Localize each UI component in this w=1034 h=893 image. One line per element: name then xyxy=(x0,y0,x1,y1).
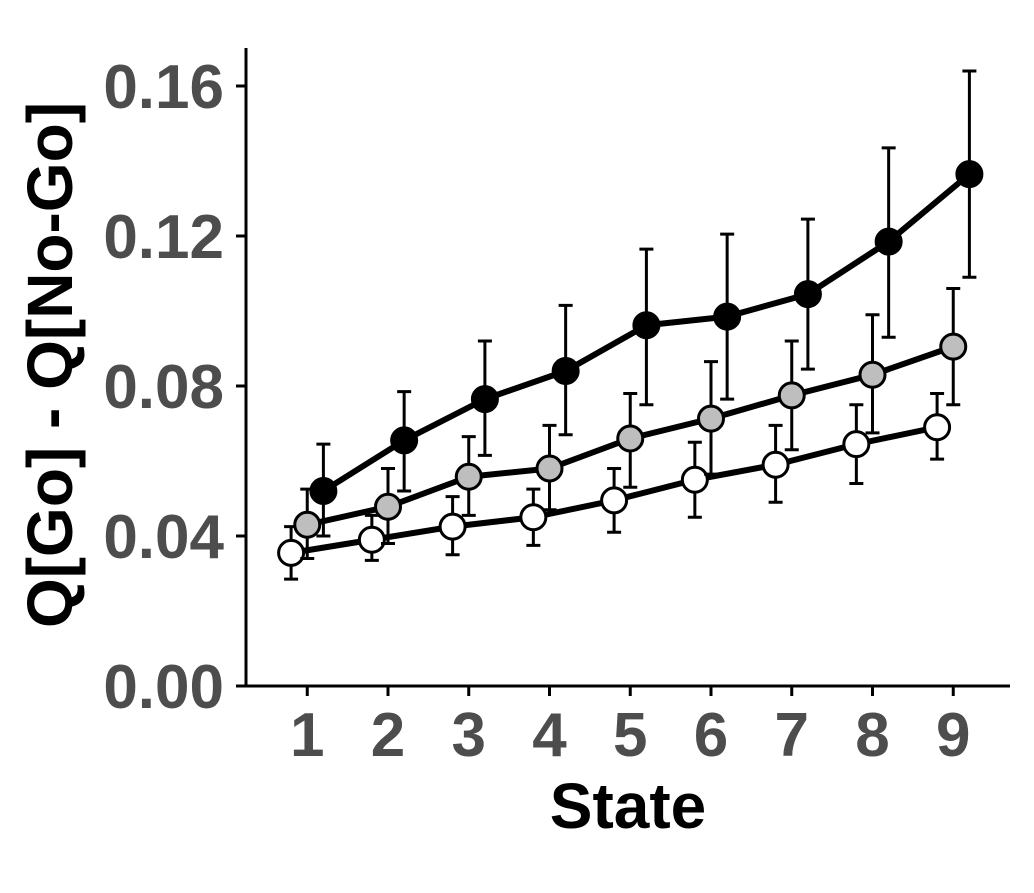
data-point xyxy=(535,454,564,483)
x-tick-label: 2 xyxy=(371,701,405,770)
data-point xyxy=(858,360,887,389)
y-tick-label: 0.00 xyxy=(103,653,224,722)
series-layer xyxy=(277,69,984,581)
data-point xyxy=(519,503,548,532)
y-tick-label: 0.08 xyxy=(103,353,224,422)
data-point xyxy=(842,430,871,459)
data-point xyxy=(374,492,402,521)
x-tick-label: 7 xyxy=(775,701,809,770)
y-tick-label: 0.04 xyxy=(103,503,224,572)
series-2 xyxy=(293,287,968,560)
data-point xyxy=(277,538,306,567)
y-axis-ticks: 0.00 0.04 0.08 0.12 0.16 xyxy=(103,53,246,722)
y-axis-title: Q[Go] - Q[No-Go] xyxy=(14,102,86,628)
y-tick-label: 0.12 xyxy=(103,203,224,272)
x-tick-label: 5 xyxy=(613,701,647,770)
data-point xyxy=(438,512,467,541)
data-point xyxy=(357,525,386,554)
x-tick-label: 3 xyxy=(452,701,486,770)
x-tick-label: 6 xyxy=(694,701,728,770)
data-point xyxy=(793,280,822,309)
y-tick-label: 0.16 xyxy=(103,53,224,122)
x-tick-label: 4 xyxy=(532,701,567,770)
data-point xyxy=(632,311,661,340)
data-point xyxy=(680,465,709,494)
data-point xyxy=(713,302,742,331)
series-1 xyxy=(277,392,952,581)
x-axis-title: State xyxy=(550,770,707,842)
x-tick-label: 9 xyxy=(936,701,970,770)
data-point xyxy=(600,486,629,515)
data-point xyxy=(874,227,903,256)
data-point xyxy=(470,385,499,414)
data-point xyxy=(309,477,338,505)
data-point xyxy=(390,426,419,455)
data-point xyxy=(616,424,645,453)
data-point xyxy=(777,381,806,410)
x-tick-label: 1 xyxy=(290,701,324,770)
x-tick-label: 8 xyxy=(855,701,889,770)
data-point xyxy=(923,413,952,442)
data-point xyxy=(697,404,725,433)
data-point xyxy=(761,450,790,479)
data-point xyxy=(955,160,984,189)
data-point xyxy=(551,357,580,385)
series-3 xyxy=(309,69,984,538)
data-point xyxy=(939,332,968,361)
data-point xyxy=(454,462,483,491)
data-point xyxy=(293,510,322,539)
